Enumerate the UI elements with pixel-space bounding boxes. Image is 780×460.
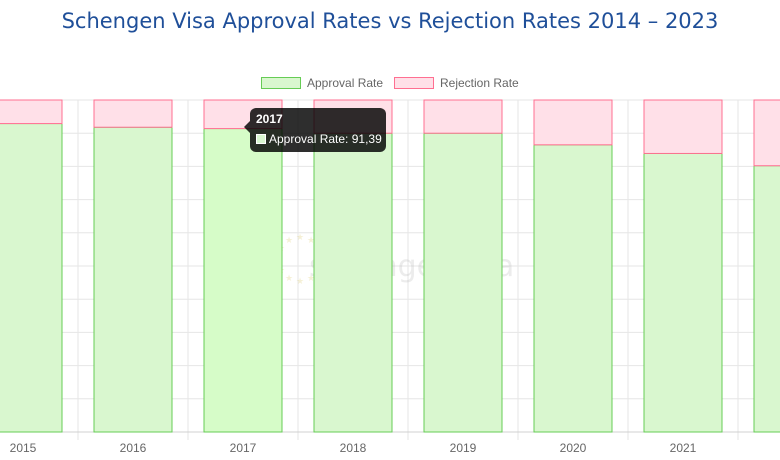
- legend-label-rejection: Rejection Rate: [440, 76, 519, 90]
- bar-approval-2017: [203, 128, 283, 433]
- watermark-star: ★: [285, 235, 293, 245]
- tooltip-swatch: [256, 134, 266, 144]
- legend-swatch-approval: [261, 77, 301, 89]
- x-tick-2020: 2020: [560, 441, 587, 455]
- bar-approval-2021: [643, 152, 723, 433]
- legend-item-approval[interactable]: Approval Rate: [261, 76, 383, 90]
- bar-approval-2015: [0, 123, 63, 433]
- x-tick-2019: 2019: [450, 441, 477, 455]
- x-tick-2017: 2017: [230, 441, 257, 455]
- bar-approval-2022: [753, 165, 780, 433]
- x-tick-2021: 2021: [670, 441, 697, 455]
- bar-rejection-2020: [533, 99, 613, 146]
- bar-rejection-2019: [423, 99, 503, 134]
- bar-approval-2019: [423, 132, 503, 433]
- x-tick-2015: 2015: [10, 441, 37, 455]
- watermark-star: ★: [296, 232, 304, 242]
- chart-legend: Approval Rate Rejection Rate: [0, 76, 780, 94]
- bar-approval-2018: [313, 132, 393, 433]
- watermark-star: ★: [296, 276, 304, 286]
- legend-item-rejection[interactable]: Rejection Rate: [394, 76, 519, 90]
- bar-rejection-2021: [643, 99, 723, 154]
- bar-approval-2016: [93, 126, 173, 433]
- tooltip-series: Approval Rate: [269, 132, 346, 146]
- tooltip-value: 91,39: [351, 132, 382, 146]
- tooltip-body: Approval Rate : 91,39: [256, 132, 382, 146]
- bar-approval-2020: [533, 144, 613, 433]
- x-tick-2016: 2016: [120, 441, 147, 455]
- bar-rejection-2016: [93, 99, 173, 128]
- bar-rejection-2022: [753, 99, 780, 167]
- bar-rejection-2015: [0, 99, 63, 125]
- x-tick-labels: 20152016201720182019202020212022: [10, 441, 780, 455]
- chart-title: Schengen Visa Approval Rates vs Rejectio…: [61, 9, 719, 33]
- legend-swatch-rejection: [394, 77, 434, 89]
- watermark-star: ★: [285, 273, 293, 283]
- legend-label-approval: Approval Rate: [307, 76, 384, 90]
- tooltip-title: 2017: [256, 112, 283, 126]
- chart-tooltip: 2017 Approval Rate : 91,39: [244, 108, 386, 152]
- watermark-star: ★: [307, 235, 315, 245]
- x-tick-2018: 2018: [340, 441, 367, 455]
- bars: [0, 99, 780, 433]
- watermark-star: ★: [307, 273, 315, 283]
- tooltip-sep: :: [345, 132, 352, 146]
